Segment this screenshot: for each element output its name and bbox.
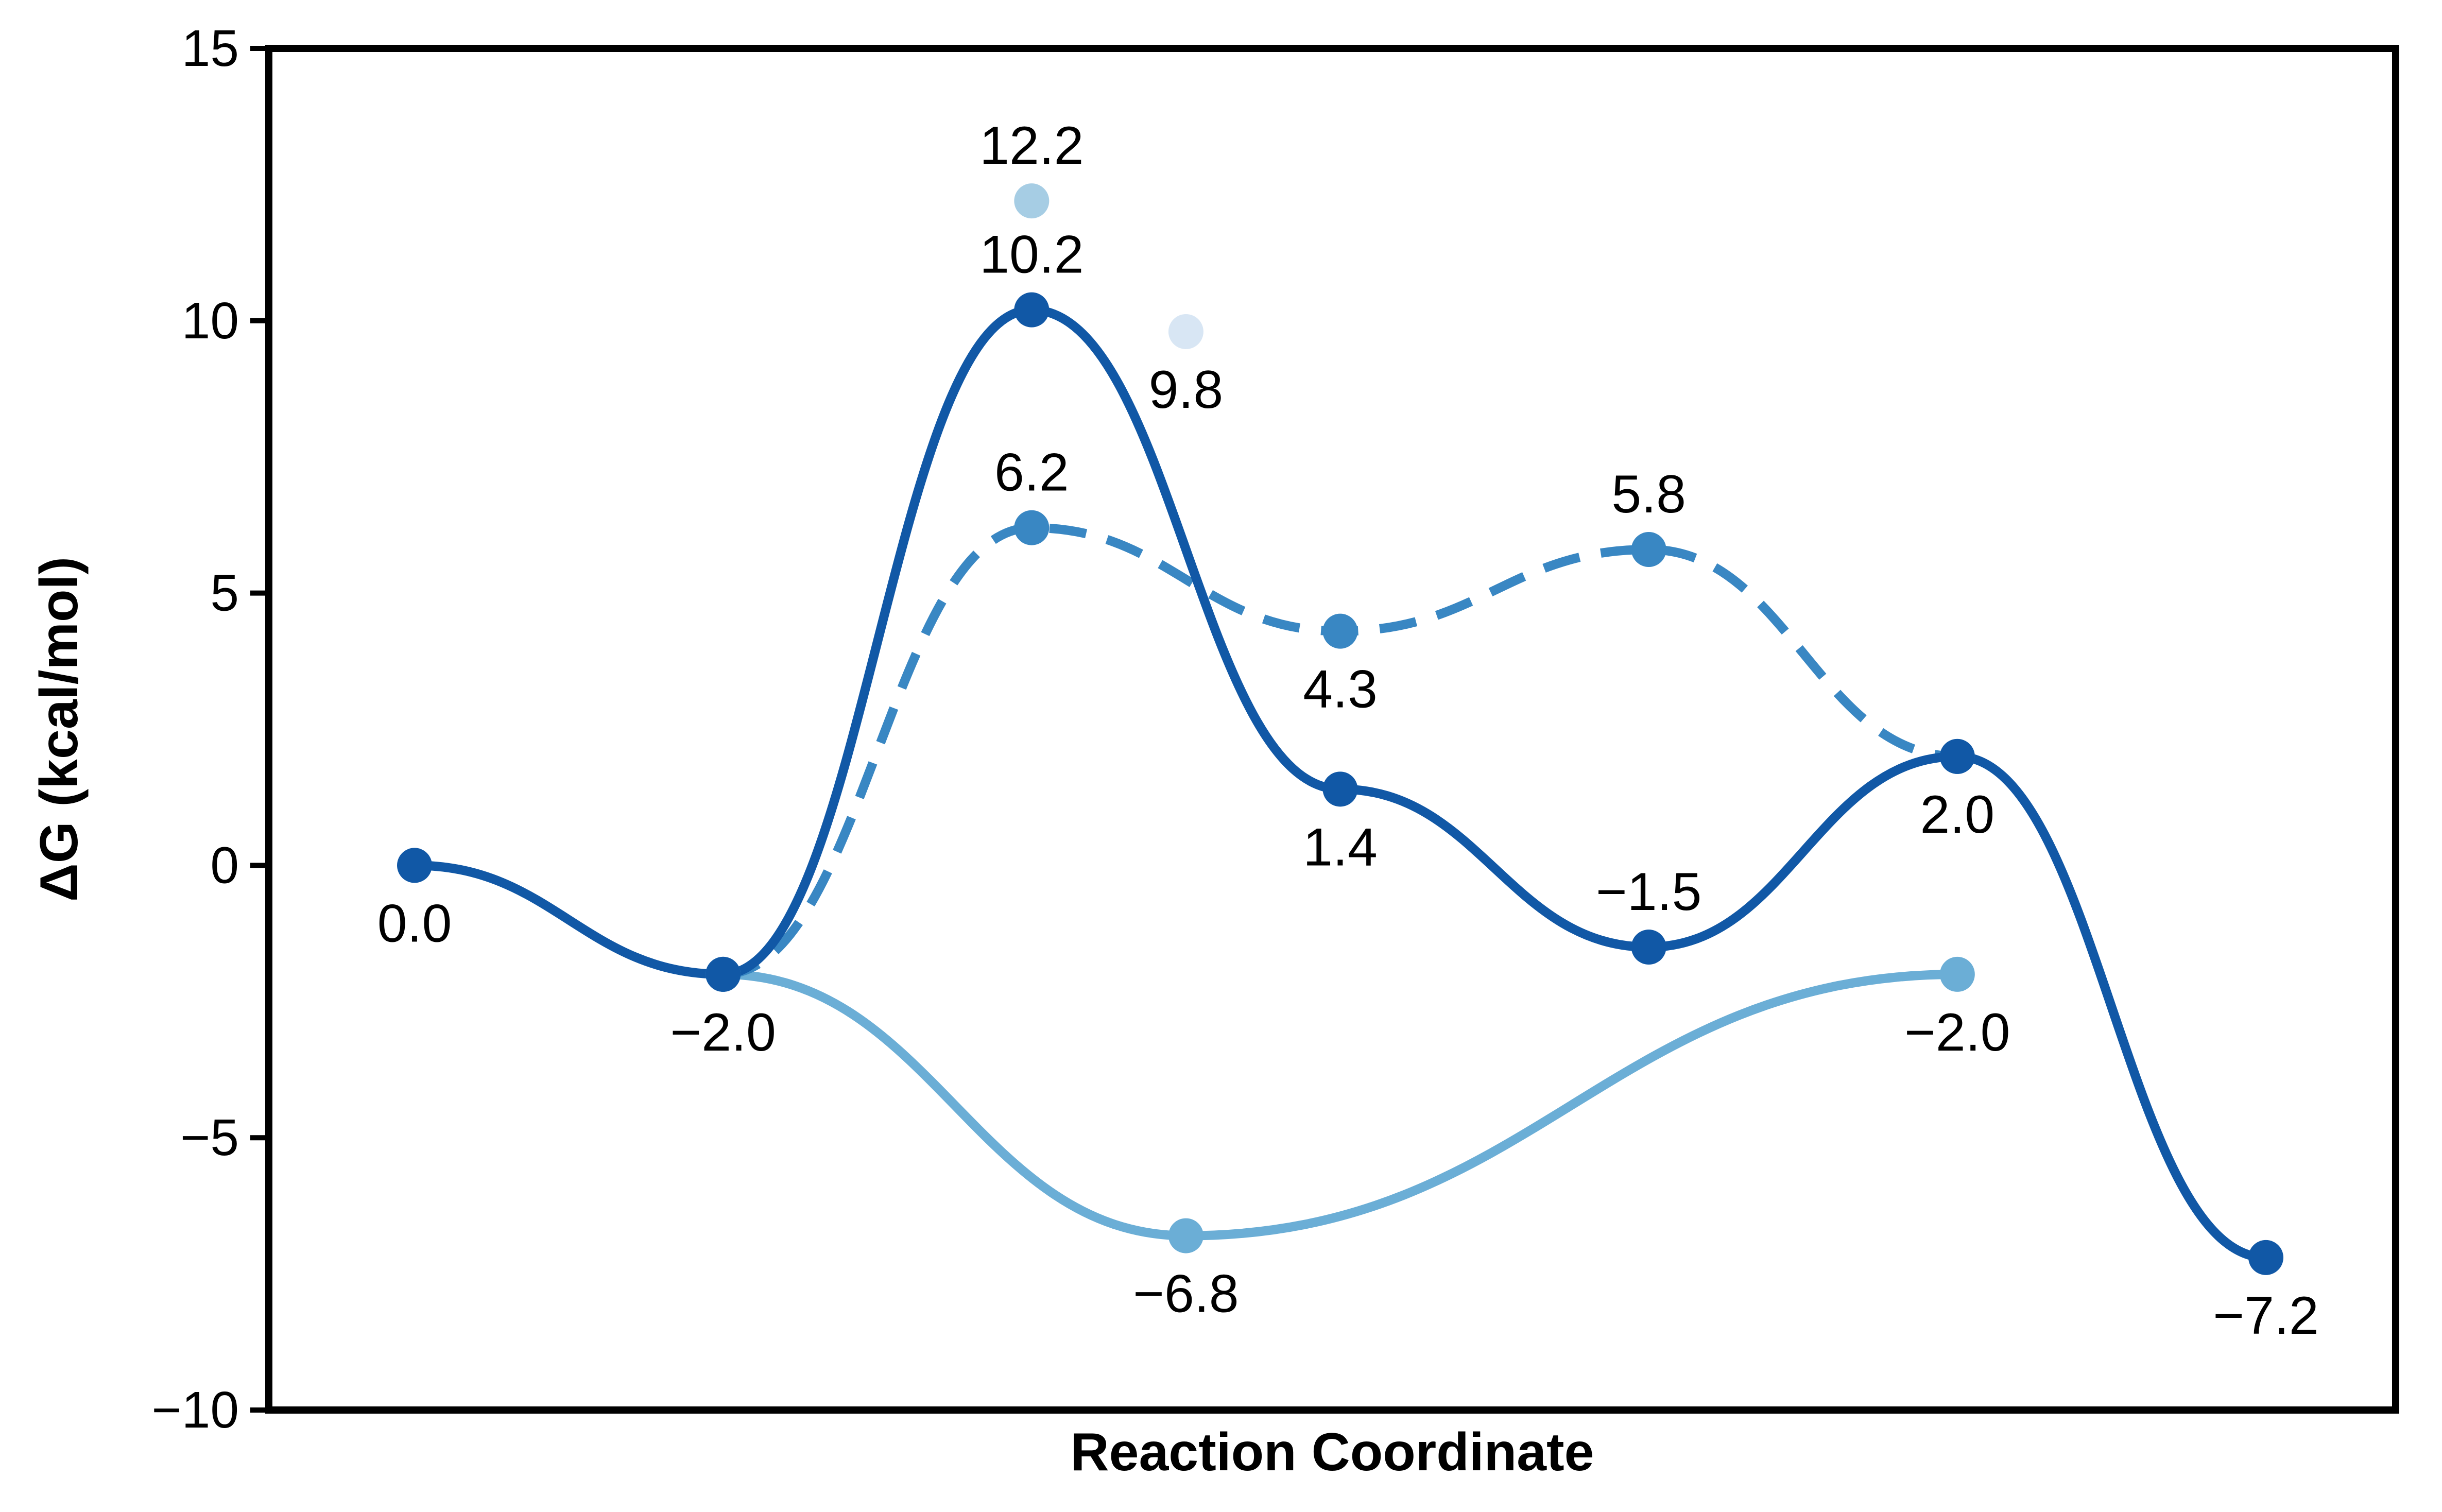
data-label: −2.0 [1904,1003,2010,1062]
data-label: 6.2 [994,443,1069,503]
series-2-point-1 [1168,1218,1203,1253]
data-label: −6.8 [1133,1264,1239,1324]
series-3-point-0 [1014,183,1050,219]
data-label: 5.8 [1611,465,1686,524]
series-0-point-6 [2248,1240,2283,1275]
data-label: 10.2 [979,225,1084,285]
series-line-0 [414,305,2266,1262]
data-label: 9.8 [1149,360,1224,420]
data-label: 4.3 [1303,660,1378,719]
series-4-point-0 [1168,314,1203,349]
series-2-point-2 [1939,956,1975,992]
data-label: 2.0 [1920,785,1995,845]
series-1-point-3 [1631,531,1666,567]
data-label: −2.0 [670,1003,776,1062]
series-0-point-5 [1939,738,1975,774]
y-axis: 15 10 5 0 −5 −10 [151,20,269,1439]
y-tick-label: 10 [182,292,239,350]
series-1-point-2 [1322,613,1358,649]
y-tick-label: 15 [182,20,239,77]
y-tick-label: −5 [180,1109,239,1166]
data-label: 0.0 [377,894,452,953]
y-tick-label: 0 [210,836,239,894]
y-tick-label: −10 [151,1381,239,1439]
data-label: 1.4 [1303,817,1378,877]
data-label: −1.5 [1596,862,1701,922]
data-label: 12.2 [979,116,1084,176]
series-0-point-0 [397,848,432,883]
series-layer [414,305,2266,1262]
y-axis-title: ΔG (kcal/mol) [29,557,89,902]
series-line-1 [723,523,1957,979]
series-1-point-1 [1014,510,1050,545]
data-label: −7.2 [2213,1286,2318,1346]
series-0-point-4 [1631,930,1666,965]
x-axis-title: Reaction Coordinate [1071,1422,1594,1482]
series-0-point-2 [1014,292,1050,328]
plot-frame [265,45,2399,1414]
series-line-2 [723,969,1957,1241]
points-layer [397,183,2283,1275]
y-tick-label: 5 [210,564,239,622]
data-labels-layer: 0.0 −2.0 10.2 1.4 −1.5 2.0 −7.2 6.2 4.3 5.8 −6.8 −2… [377,116,2319,1346]
series-0-point-1 [706,956,741,992]
series-0-point-3 [1322,771,1358,807]
